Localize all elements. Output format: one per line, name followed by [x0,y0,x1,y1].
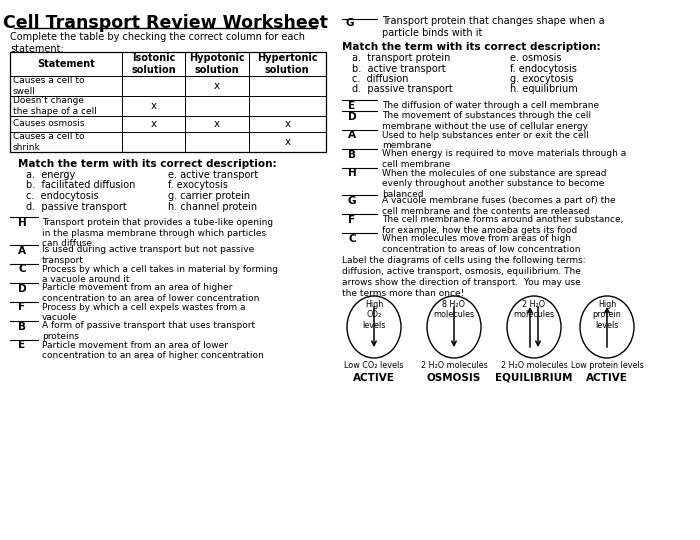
Bar [10,52,326,152]
Text: 2 H₂O
molecules: 2 H₂O molecules [513,300,554,319]
Text: x: x [150,119,157,129]
Text: H: H [348,168,356,179]
Text: Particle movement from an area of lower
concentration to an area of higher conce: Particle movement from an area of lower … [42,341,264,360]
Text: Transport protein that changes shape when a
particle binds with it: Transport protein that changes shape whe… [382,16,605,38]
Text: A form of passive transport that uses transport
proteins: A form of passive transport that uses tr… [42,321,255,341]
Text: Transport protein that provides a tube-like opening
in the plasma membrane throu: Transport protein that provides a tube-l… [42,218,273,248]
Text: EQUILIBRIUM: EQUILIBRIUM [496,373,573,383]
Text: High
protein
levels: High protein levels [593,300,622,330]
Text: The cell membrane forms around another substance,
for example, how the amoeba ge: The cell membrane forms around another s… [382,215,624,235]
Text: Causes a cell to
swell: Causes a cell to swell [13,76,85,96]
Text: G: G [348,196,356,206]
Text: h. channel protein: h. channel protein [168,201,257,212]
Text: D: D [18,284,27,294]
Text: Label the diagrams of cells using the following terms:
diffusion, active transpo: Label the diagrams of cells using the fo… [342,256,586,298]
Text: Causes osmosis: Causes osmosis [13,119,85,129]
Text: The diffusion of water through a cell membrane: The diffusion of water through a cell me… [382,101,599,110]
Text: B: B [18,321,26,332]
Text: d.  passive transport: d. passive transport [26,201,127,212]
Text: C: C [348,234,356,244]
Text: ACTIVE: ACTIVE [586,373,628,383]
Text: Process by which a cell expels wastes from a
vacuole: Process by which a cell expels wastes fr… [42,302,246,322]
Text: Causes a cell to
shrink: Causes a cell to shrink [13,132,85,152]
Text: x: x [214,119,220,129]
Text: Low CO₂ levels: Low CO₂ levels [344,361,404,370]
Text: The movement of substances through the cell
membrane without the use of cellular: The movement of substances through the c… [382,111,591,131]
Text: G: G [346,18,354,28]
Text: Low protein levels: Low protein levels [570,361,643,370]
Text: b.  active transport: b. active transport [352,64,446,73]
Text: High
CO₂
levels: High CO₂ levels [363,300,386,330]
Text: a.  transport protein: a. transport protein [352,53,450,63]
Text: g. exocytosis: g. exocytosis [510,74,573,84]
Text: ACTIVE: ACTIVE [353,373,395,383]
Text: b.  facilitated diffusion: b. facilitated diffusion [26,180,135,191]
Text: Match the term with its correct description:: Match the term with its correct descript… [18,159,276,169]
Text: E: E [18,341,26,350]
Text: When the molecules of one substance are spread
evenly throughout another substan: When the molecules of one substance are … [382,168,606,199]
Text: B: B [348,150,356,159]
Text: Particle movement from an area of higher
concentration to an area of lower conce: Particle movement from an area of higher… [42,284,260,303]
Text: E: E [349,101,356,111]
Text: Hypertonic
solution: Hypertonic solution [257,53,318,75]
Text: Complete the table by checking the correct column for each
statement:: Complete the table by checking the corre… [10,32,305,55]
Text: h. equilibrium: h. equilibrium [510,84,578,94]
Text: Cell Transport Review Worksheet: Cell Transport Review Worksheet [3,14,328,32]
Text: f. endocytosis: f. endocytosis [510,64,577,73]
Text: x: x [284,137,290,147]
Text: e. active transport: e. active transport [168,170,258,180]
Text: OSMOSIS: OSMOSIS [427,373,481,383]
Text: c.  diffusion: c. diffusion [352,74,409,84]
Text: F: F [18,302,26,313]
Text: Is used during active transport but not passive
transport: Is used during active transport but not … [42,246,254,265]
Text: 2 H₂O molecules: 2 H₂O molecules [500,361,568,370]
Text: Doesn’t change
the shape of a cell: Doesn’t change the shape of a cell [13,96,97,116]
Text: f. exocytosis: f. exocytosis [168,180,228,191]
Text: A: A [348,131,356,140]
Text: D: D [348,111,356,122]
Text: Used to help substances enter or exit the cell
membrane: Used to help substances enter or exit th… [382,131,589,150]
Text: H: H [18,218,27,228]
Text: C: C [18,265,26,274]
Text: Process by which a cell takes in material by forming
a vacuole around it: Process by which a cell takes in materia… [42,265,278,284]
Text: A: A [18,246,26,255]
Text: d.  passive transport: d. passive transport [352,84,453,94]
Text: When molecules move from areas of high
concentration to areas of low concentrati: When molecules move from areas of high c… [382,234,580,254]
Text: g. carrier protein: g. carrier protein [168,191,250,201]
Text: x: x [284,119,290,129]
Text: a.  energy: a. energy [26,170,76,180]
Text: Match the term with its correct description:: Match the term with its correct descript… [342,42,601,52]
Text: x: x [150,101,157,111]
Text: e. osmosis: e. osmosis [510,53,561,63]
Text: Hypotonic
solution: Hypotonic solution [189,53,245,75]
Text: c.  endocytosis: c. endocytosis [26,191,99,201]
Text: x: x [214,81,220,91]
Text: Isotonic
solution: Isotonic solution [132,53,176,75]
Text: 8 H₂O
molecules: 8 H₂O molecules [433,300,475,319]
Text: Statement: Statement [37,59,95,69]
Text: When energy is required to move materials through a
cell membrane: When energy is required to move material… [382,150,626,169]
Text: 2 H₂O molecules: 2 H₂O molecules [421,361,487,370]
Text: A vacuole membrane fuses (becomes a part of) the
cell membrane and the contents : A vacuole membrane fuses (becomes a part… [382,196,615,216]
Text: F: F [349,215,356,225]
